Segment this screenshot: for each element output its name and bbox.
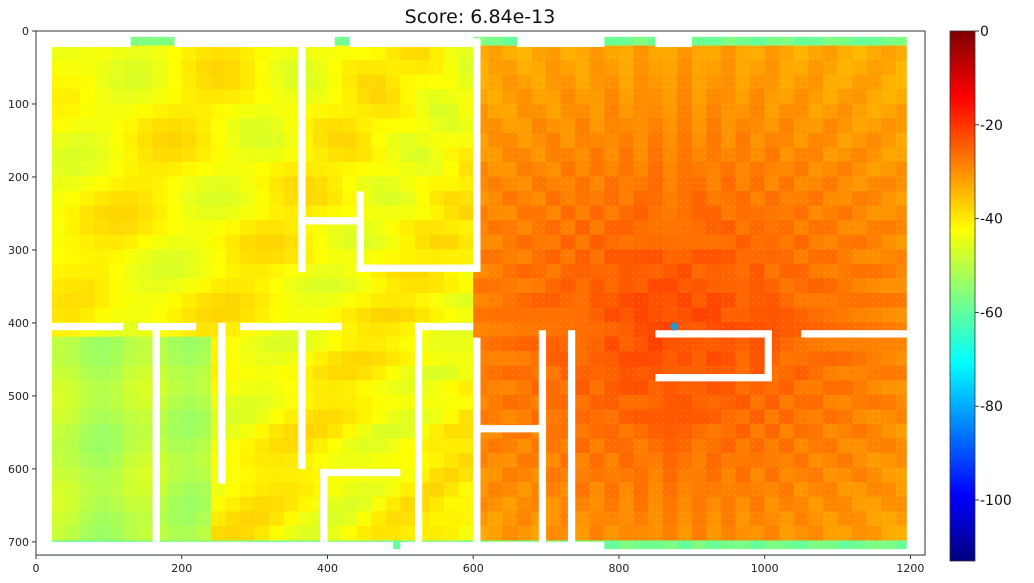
y-tick-label: 700 — [8, 536, 29, 549]
source-point — [670, 322, 679, 331]
colorbar-tick-label: 0 — [980, 24, 989, 40]
wall-segment — [39, 541, 394, 555]
colorbar-tick-label: -40 — [980, 212, 1003, 228]
heatmap-area — [36, 31, 926, 556]
colorbar: 0 -20 -40 -60 -80 -100 — [949, 24, 1012, 562]
y-tick-label: 600 — [8, 463, 29, 476]
wall-segment — [39, 34, 131, 48]
chart-title: Score: 6.84e-13 — [405, 6, 556, 28]
wall-segment — [39, 322, 124, 331]
colorbar-tick-label: -80 — [980, 399, 1003, 415]
y-tick-label: 500 — [8, 390, 29, 403]
y-tick-label: 400 — [8, 317, 29, 330]
x-tick-label: 800 — [608, 562, 629, 575]
x-tick-label: 400 — [317, 562, 338, 575]
wall-segment — [655, 330, 765, 338]
wall-segment — [473, 337, 481, 542]
x-tick-label: 200 — [171, 562, 192, 575]
wall-segment — [473, 425, 547, 433]
wall-segment — [400, 541, 605, 555]
wall-segment — [414, 322, 423, 542]
wall-segment — [655, 34, 692, 48]
wall-segment — [298, 322, 306, 469]
wall-segment — [320, 468, 328, 542]
y-axis: 0 100 200 300 400 500 600 700 — [8, 25, 36, 549]
x-tick-label: 0 — [33, 562, 40, 575]
wall-segment — [414, 322, 474, 331]
x-tick-label: 1000 — [751, 562, 779, 575]
wall-segment — [801, 330, 911, 338]
wall-segment — [152, 322, 160, 542]
colorbar-tick-label: -20 — [980, 118, 1003, 134]
colorbar-gradient — [949, 30, 976, 562]
wall-segment — [298, 38, 306, 272]
x-axis: 0 200 400 600 800 1000 1200 — [33, 555, 924, 575]
floorplan-walls — [36, 31, 925, 555]
wall-segment — [538, 330, 547, 542]
y-tick-label: 100 — [8, 98, 29, 111]
wall-segment — [36, 31, 42, 555]
wall-segment — [473, 38, 481, 272]
colorbar-tick-label: -100 — [980, 493, 1012, 509]
wall-segment — [356, 264, 481, 272]
wall-segment — [919, 31, 925, 555]
wall-segment — [655, 374, 772, 382]
y-tick-label: 0 — [22, 25, 29, 38]
plot-frame — [35, 30, 926, 556]
x-tick-label: 600 — [463, 562, 484, 575]
wall-segment — [567, 330, 576, 542]
wall-segment — [356, 191, 364, 272]
x-tick-label: 1200 — [896, 562, 924, 575]
wall-segment — [36, 31, 925, 37]
wall-segment — [764, 330, 772, 375]
wall-segment — [174, 34, 335, 48]
wall-segment — [349, 34, 474, 48]
wall-segment — [906, 34, 922, 555]
wall-segment — [516, 34, 605, 48]
colorbar-tick-label: -60 — [980, 305, 1003, 321]
wall-segment — [240, 322, 343, 331]
wall-segment — [138, 322, 197, 331]
wall-segment — [39, 34, 53, 555]
wall-segment — [218, 322, 226, 484]
y-tick-label: 300 — [8, 244, 29, 257]
wall-segment — [298, 217, 357, 225]
y-tick-label: 200 — [8, 171, 29, 184]
wall-segment — [320, 468, 401, 477]
